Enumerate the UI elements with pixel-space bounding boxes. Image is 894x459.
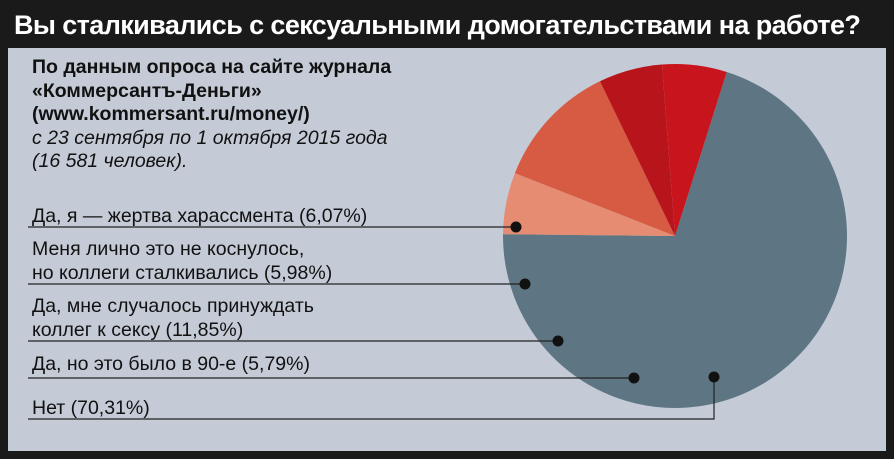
source-line-2: «Коммерсантъ-Деньги» [32,79,262,102]
slice-label-coerced-2: коллег к сексу (11,85%) [32,319,243,341]
leader-dot-nineties [628,372,640,384]
slice-label-coerced-1: Да, мне случалось принуждать [32,295,314,317]
pie-slice-coerced [514,81,675,236]
slice-label-no-1: Нет (70,31%) [32,397,150,419]
source-line-4: с 23 сентября по 1 октября 2015 года [32,126,388,149]
source-line-1: По данным опроса на сайте журнала [32,56,392,78]
pie-slice-no [503,71,848,408]
pie-slice-victim [661,64,727,236]
pie-slice-colleagues [599,64,675,236]
leader-lines [28,221,720,420]
survey-source: По данным опроса на сайте журнала «Комме… [32,56,391,174]
leader-dot-colleagues [519,278,531,290]
source-line-5: (16 581 человек). [32,150,188,172]
source-line-3: (www.kommersant.ru/money/) [32,103,310,125]
leader-dot-coerced [552,335,564,347]
slice-label-nineties-1: Да, но это было в 90-е (5,79%) [32,353,310,375]
chart-title: Вы сталкивались с сексуальными домогател… [14,10,861,40]
slice-label-colleagues-1: Меня лично это не коснулось, [32,238,304,260]
slice-label-colleagues-2: но коллеги сталкивались (5,98%) [32,262,332,284]
pie-slices [503,64,848,408]
pie-slice-nineties [503,173,675,236]
leader-line-no [28,377,715,420]
leader-dot-no [708,371,720,383]
slice-labels: Да, я — жертва харассмента (6,07%) Меня л… [32,205,367,419]
leader-dot-victim [510,221,522,233]
slice-label-victim-1: Да, я — жертва харассмента (6,07%) [32,205,367,227]
